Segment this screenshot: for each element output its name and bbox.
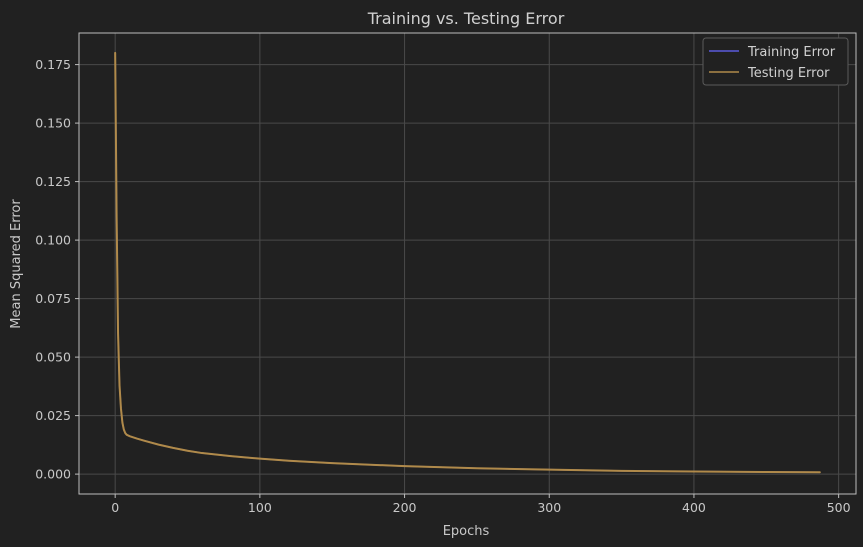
legend-label-testing: Testing Error: [747, 66, 830, 81]
series-line-testing: [114, 51, 821, 474]
y-tick-label: 0.150: [35, 116, 71, 131]
x-axis-title: Epochs: [443, 524, 490, 539]
x-tick-label: 0: [111, 500, 119, 515]
y-tick-label: 0.100: [35, 233, 71, 248]
plot-background: [79, 33, 856, 494]
x-tick-label: 100: [248, 500, 272, 515]
y-tick-label: 0.050: [35, 350, 71, 365]
y-tick-label: 0.175: [35, 57, 71, 72]
grid: [79, 33, 856, 494]
y-tick-label: 0.000: [35, 467, 71, 482]
legend-box: [702, 37, 849, 86]
x-tick-label: 200: [393, 500, 417, 515]
y-axis-ticks: 0.000 0.025 0.050 0.075 0.100 0.125 0.150 0.175: [35, 57, 79, 482]
x-tick-label: 400: [682, 500, 706, 515]
legend-label-training: Training Error: [747, 45, 836, 60]
plot-frame: [78, 32, 857, 495]
y-axis-title: Mean Squared Error: [9, 199, 24, 329]
x-axis-ticks: 0 100 200 300 400 500: [111, 494, 851, 515]
series-group: [114, 51, 821, 474]
plot-area: 0 100 200 300 400 500 0.000 0.025 0.050 0.075 0.1…: [35, 32, 857, 515]
x-tick-label: 500: [827, 500, 851, 515]
y-tick-label: 0.025: [35, 408, 71, 423]
y-tick-label: 0.075: [35, 291, 71, 306]
legend: Training Error Testing Error: [702, 37, 849, 86]
y-tick-label: 0.125: [35, 174, 71, 189]
chart-title: Training vs. Testing Error: [367, 9, 565, 28]
x-tick-label: 300: [537, 500, 561, 515]
